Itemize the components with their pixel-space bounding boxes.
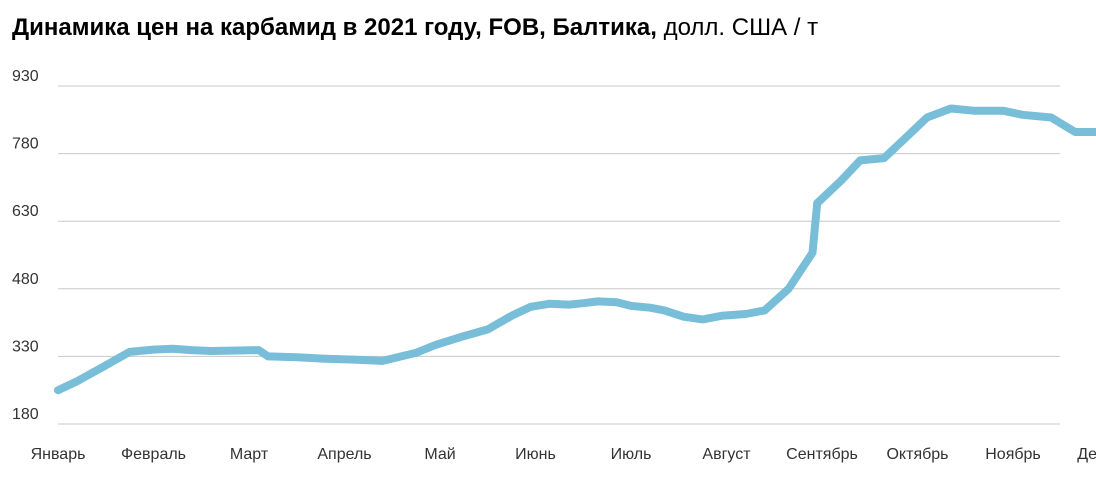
x-tick-label: Октябрь [886, 446, 948, 463]
y-tick-label: 630 [12, 203, 39, 220]
x-tick-label: Июнь [515, 446, 556, 463]
chart-title-main: Динамика цен на карбамид в 2021 году, FO… [12, 14, 657, 41]
x-tick-label: Сентябрь [786, 446, 858, 463]
x-tick-label: Апрель [317, 446, 371, 463]
y-tick-label: 780 [12, 136, 39, 153]
y-tick-label: 330 [12, 338, 39, 355]
x-tick-label: Январь [31, 446, 86, 463]
x-tick-label: Ноябрь [985, 446, 1041, 463]
chart-title: Динамика цен на карбамид в 2021 году, FO… [12, 14, 818, 42]
x-tick-label: Декабрь [1077, 446, 1096, 463]
x-tick-label: Май [424, 446, 455, 463]
x-tick-label: Август [702, 446, 751, 463]
y-tick-label: 180 [12, 406, 39, 423]
chart-title-unit: долл. США / т [663, 14, 819, 41]
x-tick-label: Февраль [121, 446, 186, 463]
x-tick-label: Июль [611, 446, 652, 463]
price-series-line [54, 104, 1096, 395]
x-tick-label: Март [230, 446, 269, 463]
y-tick-label: 480 [12, 271, 39, 288]
y-tick-label: 930 [12, 68, 39, 85]
